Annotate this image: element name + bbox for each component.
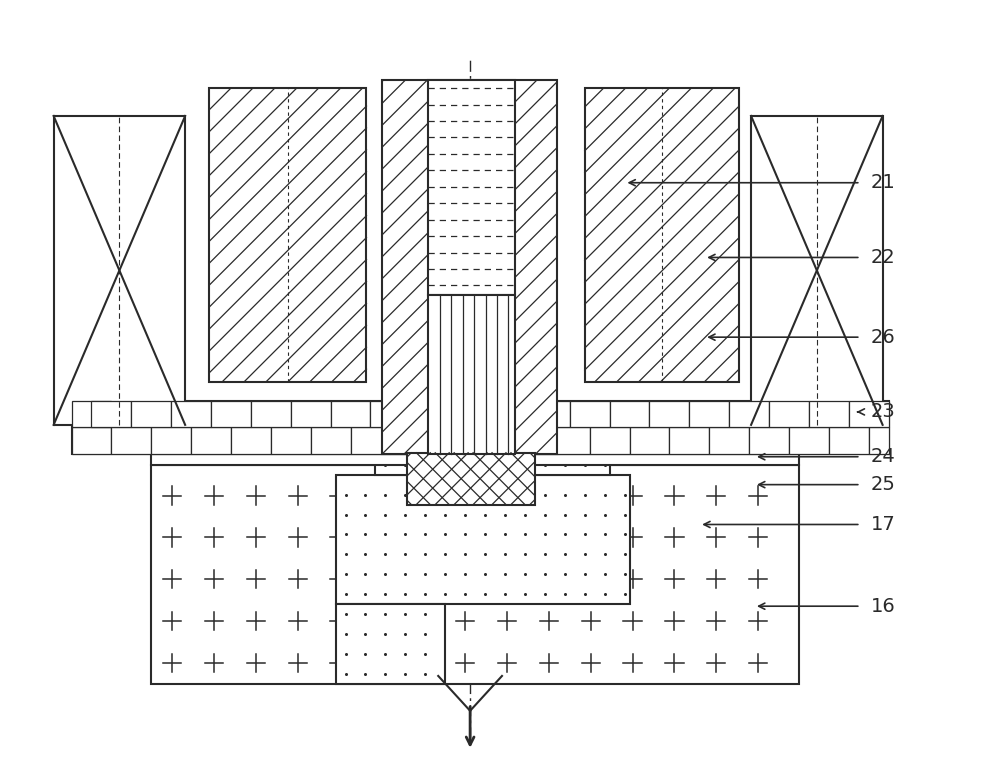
- Bar: [769, 401, 809, 427]
- Bar: [530, 401, 570, 427]
- Text: 24: 24: [871, 447, 895, 466]
- Bar: [382, 80, 557, 454]
- Bar: [428, 80, 515, 295]
- Bar: [428, 295, 515, 454]
- Bar: [390, 427, 430, 454]
- Bar: [72, 427, 111, 454]
- Bar: [151, 465, 799, 684]
- Bar: [430, 427, 470, 454]
- Bar: [709, 427, 749, 454]
- Bar: [336, 604, 445, 684]
- Bar: [829, 427, 869, 454]
- Text: 21: 21: [871, 173, 895, 193]
- Bar: [630, 427, 669, 454]
- Bar: [590, 427, 630, 454]
- Bar: [331, 401, 370, 427]
- Bar: [570, 401, 610, 427]
- Bar: [751, 116, 883, 425]
- Bar: [151, 427, 191, 454]
- Text: 22: 22: [871, 248, 895, 267]
- Bar: [211, 401, 251, 427]
- Bar: [510, 427, 550, 454]
- Bar: [689, 401, 729, 427]
- Bar: [111, 427, 151, 454]
- Bar: [370, 401, 410, 427]
- Bar: [809, 401, 849, 427]
- Bar: [470, 427, 510, 454]
- Bar: [131, 401, 171, 427]
- Bar: [72, 401, 111, 427]
- Bar: [151, 454, 799, 465]
- Bar: [789, 427, 829, 454]
- Bar: [351, 427, 390, 454]
- Bar: [72, 401, 889, 454]
- Bar: [490, 401, 530, 427]
- Bar: [271, 427, 311, 454]
- Bar: [336, 475, 630, 604]
- Bar: [407, 453, 535, 505]
- Bar: [749, 427, 789, 454]
- Text: 26: 26: [871, 328, 895, 347]
- Bar: [191, 427, 231, 454]
- Bar: [410, 401, 450, 427]
- Text: 17: 17: [871, 515, 895, 534]
- Bar: [669, 427, 709, 454]
- Bar: [869, 427, 889, 454]
- Bar: [171, 401, 211, 427]
- Bar: [251, 401, 291, 427]
- Bar: [209, 88, 366, 382]
- Bar: [91, 401, 131, 427]
- Bar: [54, 116, 185, 425]
- Bar: [311, 427, 351, 454]
- Bar: [585, 88, 739, 382]
- Text: 16: 16: [871, 597, 895, 616]
- Text: 23: 23: [871, 403, 895, 421]
- Bar: [729, 401, 769, 427]
- Bar: [231, 427, 271, 454]
- Bar: [849, 401, 889, 427]
- Bar: [649, 401, 689, 427]
- Bar: [375, 445, 610, 475]
- Bar: [450, 401, 490, 427]
- Text: 25: 25: [871, 475, 896, 494]
- Bar: [550, 427, 590, 454]
- Bar: [610, 401, 649, 427]
- Bar: [291, 401, 331, 427]
